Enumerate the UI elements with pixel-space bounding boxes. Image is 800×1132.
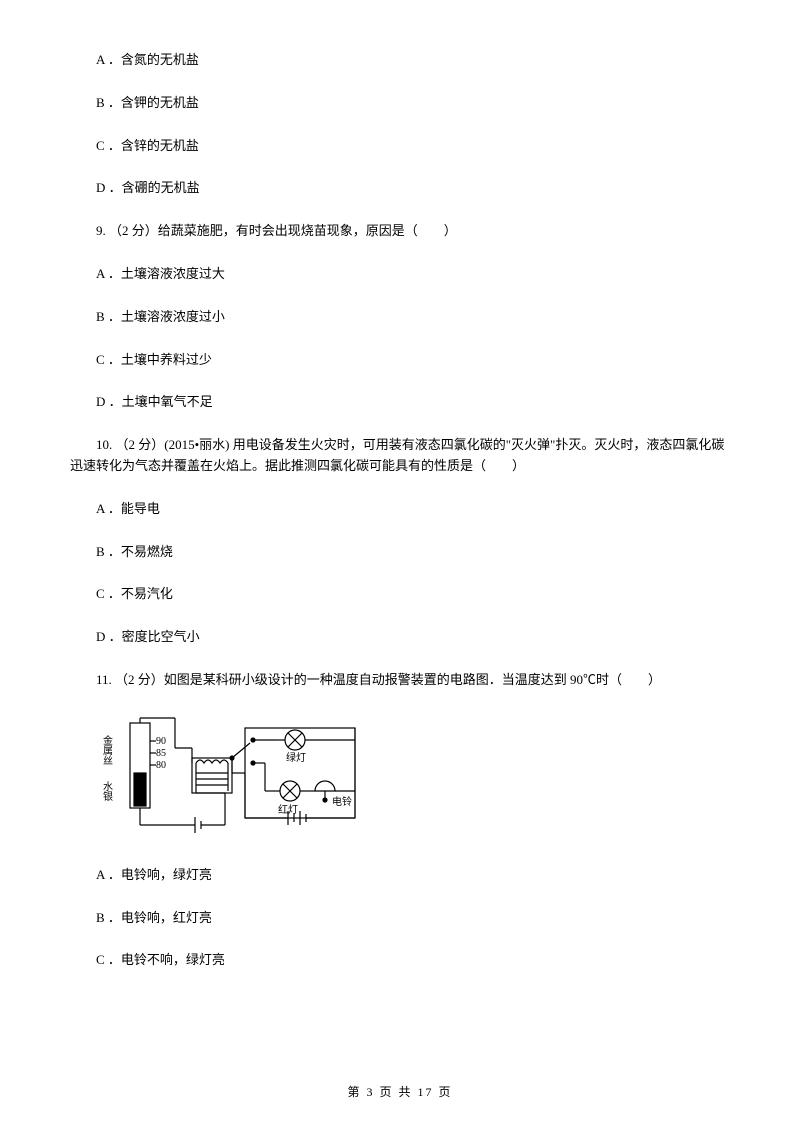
q11-stem: 11. （2 分）如图是某科研小级设计的一种温度自动报警装置的电路图．当温度达到… [70,670,730,691]
q10-option-c: C ．不易汽化 [70,584,730,605]
q9-option-c: C ．土壤中养料过少 [70,350,730,371]
circuit-diagram: 金属丝 水银 90 85 80 绿灯 红灯 电铃 [100,713,370,843]
q11-option-a: A ．电铃响，绿灯亮 [70,865,730,886]
page-footer: 第 3 页 共 17 页 [0,1083,800,1102]
q8-option-c: C ．含锌的无机盐 [70,136,730,157]
q8-option-b: B ．含钾的无机盐 [70,93,730,114]
q10-option-a: A ．能导电 [70,499,730,520]
label-wire: 金属丝 [101,734,113,765]
label-t80: 80 [156,760,166,771]
label-green: 绿灯 [286,751,306,764]
q10-option-d: D ．密度比空气小 [70,627,730,648]
label-t85: 85 [156,748,166,759]
label-bell: 电铃 [332,795,352,808]
q9-option-a: A ．土壤溶液浓度过大 [70,264,730,285]
q9-option-b: B ．土壤溶液浓度过小 [70,307,730,328]
q8-option-a: A ．含氮的无机盐 [70,50,730,71]
q11-option-b: B ．电铃响，红灯亮 [70,908,730,929]
label-t90: 90 [156,736,166,747]
q10-stem: 10. （2 分）(2015•丽水) 用电设备发生火灾时，可用装有液态四氯化碳的… [70,435,730,477]
label-mercury: 水银 [101,781,113,802]
q9-option-d: D ．土壤中氧气不足 [70,392,730,413]
q10-option-b: B ．不易燃烧 [70,542,730,563]
label-red: 红灯 [278,803,298,816]
q9-stem: 9. （2 分）给蔬菜施肥，有时会出现烧苗现象，原因是（ ） [70,221,730,242]
q8-option-d: D ．含硼的无机盐 [70,178,730,199]
q11-option-c: C ．电铃不响，绿灯亮 [70,950,730,971]
